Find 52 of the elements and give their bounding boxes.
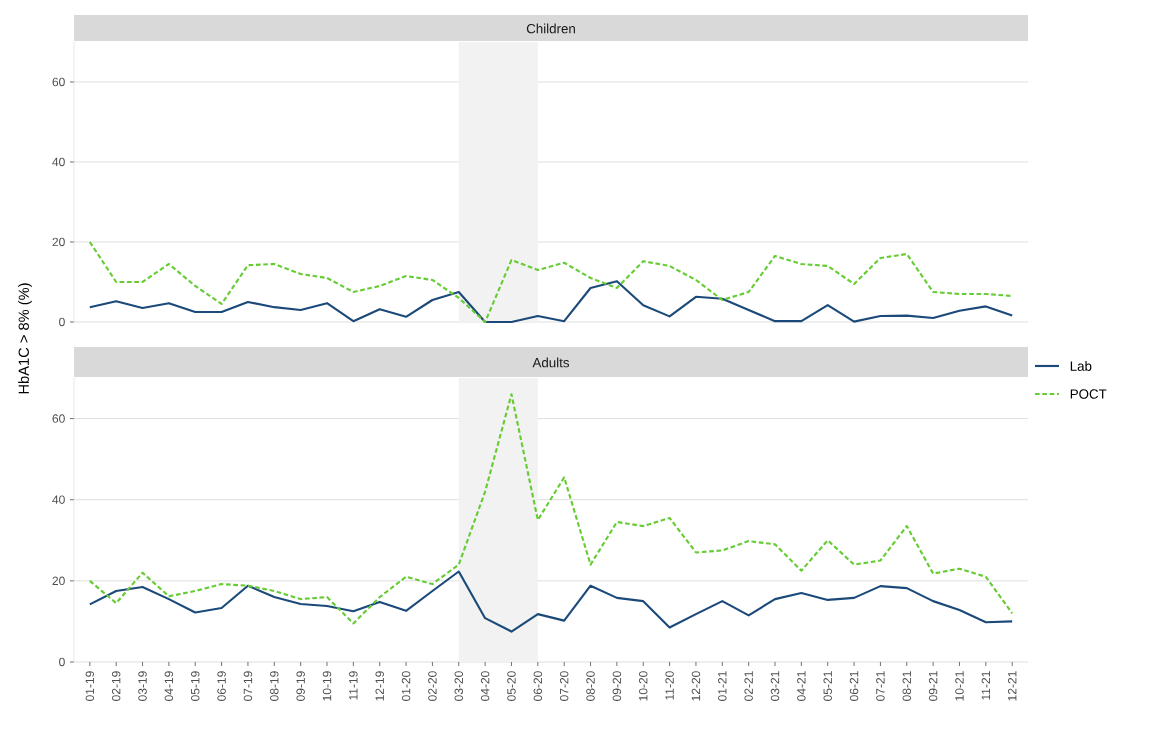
y-tick-label: 0 (59, 317, 65, 327)
x-tick-label: 10-21 (955, 671, 964, 701)
x-tick-label: 04-19 (164, 671, 174, 701)
line-series (88, 393, 1014, 625)
legend-label: POCT (1070, 389, 1107, 399)
x-tick-label: 10-19 (322, 671, 332, 701)
x-tick-label: 12-20 (691, 671, 701, 701)
x-tick-label: 05-20 (507, 671, 516, 701)
chart-title: Children (526, 23, 575, 34)
x-tick-label: 06-19 (217, 671, 226, 701)
x-tick-label: 08-19 (270, 671, 279, 701)
x-tick-label: 08-21 (902, 671, 912, 701)
x-tick-label: 11-21 (981, 671, 991, 700)
x-tick-label: 09-21 (928, 671, 938, 701)
y-tick-label: 40 (52, 157, 65, 167)
x-tick-label: 11-19 (349, 671, 358, 700)
x-tick-label: 09-20 (612, 671, 622, 701)
y-tick-label: 20 (52, 237, 65, 247)
x-tick-label: 12-21 (1007, 671, 1017, 701)
line-series (88, 570, 1014, 633)
x-tick-label: 09-19 (296, 671, 305, 701)
x-tick-label: 07-20 (559, 671, 569, 701)
chart-title: Adults (532, 357, 570, 368)
y-tick-label: 60 (52, 77, 65, 87)
y-tick-label: 60 (52, 414, 65, 423)
x-tick-label: 04-20 (480, 671, 490, 701)
x-tick-label: 07-21 (876, 671, 885, 701)
x-tick-label: 01-21 (718, 671, 727, 701)
x-tick-label: 02-19 (111, 671, 121, 701)
x-tick-label: 02-20 (428, 671, 437, 701)
legend-label: Lab (1070, 361, 1092, 371)
y-axis-title: HbA1C > 8% (%) (18, 283, 32, 394)
x-tick-label: 06-21 (849, 671, 859, 701)
x-tick-label: 08-20 (586, 671, 595, 701)
x-tick-label: 03-20 (454, 671, 464, 701)
x-tick-label: 01-20 (401, 671, 411, 701)
y-tick-label: 0 (59, 657, 65, 667)
x-tick-label: 11-20 (665, 671, 674, 700)
x-tick-label: 03-21 (770, 671, 780, 701)
x-tick-label: 03-19 (138, 671, 147, 701)
y-tick-label: 20 (52, 576, 65, 586)
x-tick-label: 04-21 (797, 671, 806, 701)
x-tick-label: 10-20 (638, 671, 648, 701)
y-tick-label: 40 (52, 495, 65, 504)
x-tick-label: 12-19 (375, 671, 384, 701)
x-tick-label: 01-19 (85, 671, 95, 701)
line-series (88, 280, 1014, 324)
x-tick-label: 07-19 (243, 671, 253, 701)
x-tick-label: 02-21 (744, 671, 753, 701)
x-tick-label: 05-21 (823, 671, 832, 701)
x-tick-label: 06-20 (533, 671, 543, 701)
x-tick-label: 05-19 (190, 671, 200, 701)
